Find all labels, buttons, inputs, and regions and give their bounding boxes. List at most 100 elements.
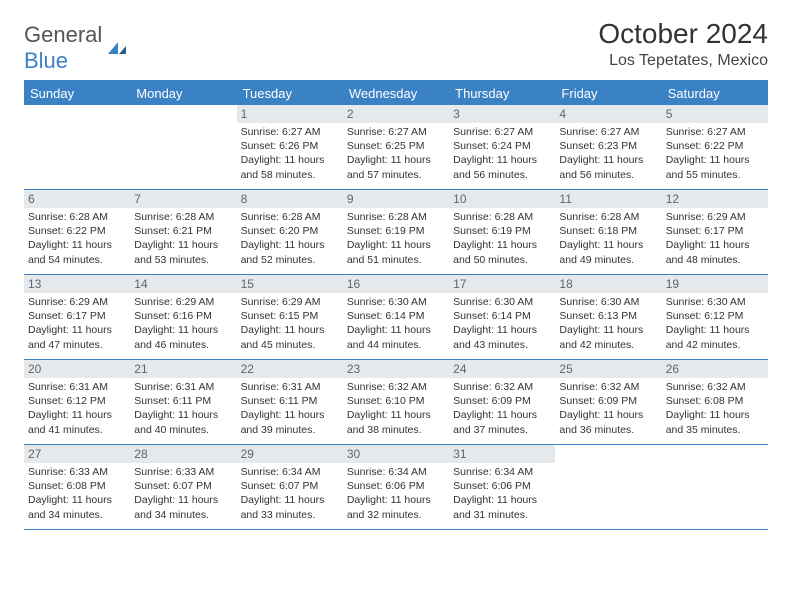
day-number: 28 bbox=[130, 445, 236, 463]
week-row: 1 Sunrise: 6:27 AMSunset: 6:26 PMDaylight… bbox=[24, 105, 768, 190]
day-body: Sunrise: 6:28 AMSunset: 6:21 PMDaylight:… bbox=[134, 210, 232, 267]
day-cell: 12 Sunrise: 6:29 AMSunset: 6:17 PMDayligh… bbox=[662, 190, 768, 274]
day-body: Sunrise: 6:28 AMSunset: 6:19 PMDaylight:… bbox=[453, 210, 551, 267]
day-cell bbox=[130, 105, 236, 189]
location-label: Los Tepetates, Mexico bbox=[598, 52, 768, 70]
day-cell: 30 Sunrise: 6:34 AMSunset: 6:06 PMDayligh… bbox=[343, 445, 449, 529]
day-number: 23 bbox=[343, 360, 449, 378]
day-cell: 24Sunrise: 6:32 AMSunset: 6:09 PMDayligh… bbox=[449, 360, 555, 444]
day-body: Sunrise: 6:32 AMSunset: 6:09 PMDaylight:… bbox=[453, 380, 551, 437]
weekday-header: Friday bbox=[555, 82, 661, 105]
day-cell: 29Sunrise: 6:34 AMSunset: 6:07 PMDayligh… bbox=[237, 445, 343, 529]
weekday-header: Saturday bbox=[662, 82, 768, 105]
day-body: Sunrise: 6:30 AMSunset: 6:12 PMDaylight:… bbox=[666, 295, 764, 352]
day-number: 22 bbox=[237, 360, 343, 378]
header: General Blue October 2024 Los Tepetates,… bbox=[24, 18, 768, 74]
day-number: 4 bbox=[555, 105, 661, 123]
calendar: SundayMondayTuesdayWednesdayThursdayFrid… bbox=[24, 80, 768, 530]
weekday-header: Sunday bbox=[24, 82, 130, 105]
weekday-header: Tuesday bbox=[237, 82, 343, 105]
logo-text-general: General bbox=[24, 22, 102, 47]
day-cell: 2Sunrise: 6:27 AMSunset: 6:25 PMDaylight… bbox=[343, 105, 449, 189]
weekday-header: Monday bbox=[130, 82, 236, 105]
day-body: Sunrise: 6:32 AMSunset: 6:08 PMDaylight:… bbox=[666, 380, 764, 437]
day-cell: 20 Sunrise: 6:31 AMSunset: 6:12 PMDayligh… bbox=[24, 360, 130, 444]
day-number: 19 bbox=[662, 275, 768, 293]
day-body: Sunrise: 6:28 AMSunset: 6:22 PMDaylight:… bbox=[28, 210, 126, 267]
day-cell: 14Sunrise: 6:29 AMSunset: 6:16 PMDayligh… bbox=[130, 275, 236, 359]
day-cell: 3Sunrise: 6:27 AMSunset: 6:24 PMDaylight… bbox=[449, 105, 555, 189]
day-number: 9 bbox=[343, 190, 449, 208]
day-cell: 19 Sunrise: 6:30 AMSunset: 6:12 PMDayligh… bbox=[662, 275, 768, 359]
weekday-header-row: SundayMondayTuesdayWednesdayThursdayFrid… bbox=[24, 82, 768, 105]
day-body: Sunrise: 6:30 AMSunset: 6:13 PMDaylight:… bbox=[559, 295, 657, 352]
day-cell: 13 Sunrise: 6:29 AMSunset: 6:17 PMDayligh… bbox=[24, 275, 130, 359]
weekday-header: Thursday bbox=[449, 82, 555, 105]
day-body: Sunrise: 6:27 AMSunset: 6:26 PMDaylight:… bbox=[241, 125, 339, 182]
day-cell: 10 Sunrise: 6:28 AMSunset: 6:19 PMDayligh… bbox=[449, 190, 555, 274]
page-title: October 2024 bbox=[598, 18, 768, 50]
day-body: Sunrise: 6:29 AMSunset: 6:17 PMDaylight:… bbox=[28, 295, 126, 352]
day-body: Sunrise: 6:30 AMSunset: 6:14 PMDaylight:… bbox=[453, 295, 551, 352]
day-number: 21 bbox=[130, 360, 236, 378]
day-body: Sunrise: 6:33 AMSunset: 6:08 PMDaylight:… bbox=[28, 465, 126, 522]
day-cell: 26 Sunrise: 6:32 AMSunset: 6:08 PMDayligh… bbox=[662, 360, 768, 444]
day-number: 13 bbox=[24, 275, 130, 293]
day-body: Sunrise: 6:31 AMSunset: 6:12 PMDaylight:… bbox=[28, 380, 126, 437]
day-cell: 21 Sunrise: 6:31 AMSunset: 6:11 PMDayligh… bbox=[130, 360, 236, 444]
day-number: 1 bbox=[237, 105, 343, 123]
day-body: Sunrise: 6:28 AMSunset: 6:19 PMDaylight:… bbox=[347, 210, 445, 267]
day-cell: 4Sunrise: 6:27 AMSunset: 6:23 PMDaylight… bbox=[555, 105, 661, 189]
day-number: 26 bbox=[662, 360, 768, 378]
day-number: 30 bbox=[343, 445, 449, 463]
week-row: 20 Sunrise: 6:31 AMSunset: 6:12 PMDayligh… bbox=[24, 360, 768, 445]
day-cell bbox=[662, 445, 768, 529]
logo: General Blue bbox=[24, 18, 130, 74]
day-cell: 5 Sunrise: 6:27 AMSunset: 6:22 PMDaylight… bbox=[662, 105, 768, 189]
day-number: 29 bbox=[237, 445, 343, 463]
day-cell: 17 Sunrise: 6:30 AMSunset: 6:14 PMDayligh… bbox=[449, 275, 555, 359]
day-number: 12 bbox=[662, 190, 768, 208]
week-row: 27 Sunrise: 6:33 AMSunset: 6:08 PMDayligh… bbox=[24, 445, 768, 530]
day-number: 14 bbox=[130, 275, 236, 293]
day-cell bbox=[24, 105, 130, 189]
day-cell: 16Sunrise: 6:30 AMSunset: 6:14 PMDayligh… bbox=[343, 275, 449, 359]
day-number: 15 bbox=[237, 275, 343, 293]
day-number: 25 bbox=[555, 360, 661, 378]
day-body: Sunrise: 6:34 AMSunset: 6:06 PMDaylight:… bbox=[347, 465, 445, 522]
day-body: Sunrise: 6:29 AMSunset: 6:17 PMDaylight:… bbox=[666, 210, 764, 267]
day-cell: 6 Sunrise: 6:28 AMSunset: 6:22 PMDaylight… bbox=[24, 190, 130, 274]
day-cell: 15 Sunrise: 6:29 AMSunset: 6:15 PMDayligh… bbox=[237, 275, 343, 359]
day-number: 10 bbox=[449, 190, 555, 208]
day-number: 17 bbox=[449, 275, 555, 293]
day-number: 18 bbox=[555, 275, 661, 293]
day-number: 8 bbox=[237, 190, 343, 208]
title-block: October 2024 Los Tepetates, Mexico bbox=[598, 18, 768, 70]
logo-text: General Blue bbox=[24, 22, 102, 74]
day-body: Sunrise: 6:31 AMSunset: 6:11 PMDaylight:… bbox=[134, 380, 232, 437]
day-cell: 25 Sunrise: 6:32 AMSunset: 6:09 PMDayligh… bbox=[555, 360, 661, 444]
day-number: 16 bbox=[343, 275, 449, 293]
day-body: Sunrise: 6:32 AMSunset: 6:10 PMDaylight:… bbox=[347, 380, 445, 437]
day-number: 6 bbox=[24, 190, 130, 208]
day-body: Sunrise: 6:29 AMSunset: 6:15 PMDaylight:… bbox=[241, 295, 339, 352]
day-number: 11 bbox=[555, 190, 661, 208]
day-number: 27 bbox=[24, 445, 130, 463]
day-cell: 27 Sunrise: 6:33 AMSunset: 6:08 PMDayligh… bbox=[24, 445, 130, 529]
day-number: 20 bbox=[24, 360, 130, 378]
day-cell: 22Sunrise: 6:31 AMSunset: 6:11 PMDayligh… bbox=[237, 360, 343, 444]
day-number: 31 bbox=[449, 445, 555, 463]
day-cell: 9 Sunrise: 6:28 AMSunset: 6:19 PMDaylight… bbox=[343, 190, 449, 274]
day-cell: 11Sunrise: 6:28 AMSunset: 6:18 PMDayligh… bbox=[555, 190, 661, 274]
day-cell: 23 Sunrise: 6:32 AMSunset: 6:10 PMDayligh… bbox=[343, 360, 449, 444]
day-body: Sunrise: 6:33 AMSunset: 6:07 PMDaylight:… bbox=[134, 465, 232, 522]
day-body: Sunrise: 6:32 AMSunset: 6:09 PMDaylight:… bbox=[559, 380, 657, 437]
logo-text-blue: Blue bbox=[24, 48, 68, 73]
sail-icon bbox=[106, 40, 130, 56]
day-cell: 28 Sunrise: 6:33 AMSunset: 6:07 PMDayligh… bbox=[130, 445, 236, 529]
week-row: 13 Sunrise: 6:29 AMSunset: 6:17 PMDayligh… bbox=[24, 275, 768, 360]
day-number: 2 bbox=[343, 105, 449, 123]
day-body: Sunrise: 6:27 AMSunset: 6:22 PMDaylight:… bbox=[666, 125, 764, 182]
day-cell: 8Sunrise: 6:28 AMSunset: 6:20 PMDaylight… bbox=[237, 190, 343, 274]
day-number: 5 bbox=[662, 105, 768, 123]
